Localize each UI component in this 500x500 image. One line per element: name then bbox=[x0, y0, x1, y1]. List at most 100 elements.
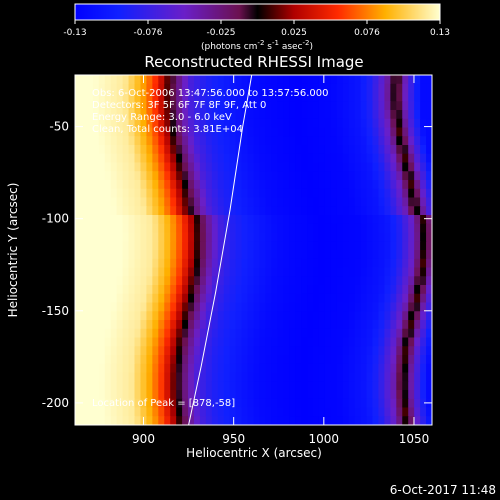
heatmap-cell bbox=[86, 153, 94, 164]
heatmap-cell bbox=[354, 346, 362, 356]
heatmap-cell bbox=[140, 153, 147, 164]
heatmap-cell bbox=[366, 328, 374, 339]
heatmap-cell bbox=[75, 293, 82, 304]
heatmap-cell bbox=[75, 188, 82, 199]
x-axis-label: Heliocentric X (arcsec) bbox=[186, 446, 322, 460]
heatmap-cell bbox=[265, 215, 272, 225]
heatmap-cell bbox=[199, 188, 207, 199]
heatmap-cell bbox=[223, 398, 231, 409]
heatmap-cell bbox=[253, 320, 261, 330]
heatmap-cell bbox=[176, 127, 183, 137]
heatmap-cell bbox=[194, 407, 201, 417]
heatmap-cell bbox=[414, 337, 421, 347]
heatmap-cell bbox=[330, 232, 338, 242]
heatmap-cell bbox=[414, 267, 421, 277]
heatmap-cell bbox=[354, 250, 362, 260]
heatmap-cell bbox=[283, 206, 290, 216]
heatmap-cell bbox=[372, 127, 380, 137]
heatmap-cell bbox=[408, 215, 415, 225]
heatmap-cell bbox=[247, 320, 255, 330]
heatmap-cell bbox=[354, 363, 362, 374]
heatmap-cell bbox=[235, 276, 243, 286]
heatmap-cell bbox=[170, 398, 177, 409]
heatmap-cell bbox=[384, 101, 391, 111]
heatmap-cell bbox=[253, 180, 261, 190]
heatmap-cell bbox=[223, 92, 231, 102]
heatmap-cell bbox=[140, 206, 147, 216]
heatmap-cell bbox=[170, 302, 177, 312]
heatmap-cell bbox=[324, 320, 332, 330]
heatmap-cell bbox=[283, 320, 290, 330]
heatmap-cell bbox=[211, 110, 219, 120]
heatmap-cell bbox=[223, 302, 231, 312]
heatmap-cell bbox=[342, 355, 350, 365]
heatmap-cell bbox=[348, 188, 356, 199]
heatmap-cell bbox=[75, 75, 82, 85]
heatmap-cell bbox=[366, 241, 374, 251]
heatmap-cell bbox=[289, 118, 296, 129]
heatmap-cell bbox=[241, 381, 249, 391]
heatmap-cell bbox=[271, 311, 278, 321]
heatmap-cell bbox=[146, 258, 153, 269]
heatmap-cell bbox=[372, 337, 380, 347]
heatmap-cell bbox=[134, 110, 142, 120]
heatmap-cell bbox=[98, 136, 106, 146]
heatmap-cell bbox=[199, 320, 207, 330]
heatmap-cell bbox=[229, 118, 237, 129]
heatmap-cell bbox=[313, 293, 320, 304]
heatmap-cell bbox=[402, 302, 409, 312]
heatmap-cell bbox=[146, 320, 153, 330]
heatmap-cell bbox=[80, 276, 88, 286]
heatmap-cell bbox=[116, 398, 124, 409]
heatmap-cell bbox=[408, 398, 415, 409]
heatmap-cell bbox=[235, 197, 243, 207]
heatmap-cell bbox=[158, 285, 165, 295]
heatmap-cell bbox=[277, 197, 284, 207]
heatmap-cell bbox=[330, 276, 338, 286]
heatmap-cell bbox=[235, 346, 243, 356]
heatmap-cell bbox=[241, 337, 249, 347]
heatmap-cell bbox=[384, 311, 391, 321]
heatmap-cell bbox=[247, 83, 255, 94]
heatmap-cell bbox=[146, 346, 153, 356]
heatmap-cell bbox=[116, 407, 124, 417]
heatmap-cell bbox=[301, 390, 308, 400]
heatmap-cell bbox=[283, 110, 290, 120]
heatmap-cell bbox=[247, 127, 255, 137]
heatmap-cell bbox=[152, 101, 159, 111]
heatmap-cell bbox=[223, 293, 231, 304]
heatmap-cell bbox=[140, 355, 147, 365]
heatmap-cell bbox=[283, 390, 290, 400]
heatmap-cell bbox=[247, 188, 255, 199]
heatmap-cell bbox=[199, 363, 207, 374]
heatmap-cell bbox=[188, 311, 195, 321]
heatmap-cell bbox=[164, 223, 171, 234]
heatmap-cell bbox=[384, 145, 391, 155]
heatmap-cell bbox=[283, 302, 290, 312]
heatmap-cell bbox=[384, 75, 391, 85]
heatmap-cell bbox=[342, 75, 350, 85]
heatmap-cell bbox=[122, 372, 130, 382]
heatmap-cell bbox=[366, 83, 374, 94]
heatmap-cell bbox=[307, 127, 314, 137]
heatmap-cell bbox=[211, 407, 219, 417]
heatmap-cell bbox=[342, 180, 350, 190]
heatmap-cell bbox=[324, 162, 332, 172]
heatmap-cell bbox=[396, 320, 403, 330]
heatmap-cell bbox=[313, 398, 320, 409]
heatmap-cell bbox=[336, 223, 344, 234]
heatmap-cell bbox=[158, 127, 165, 137]
heatmap-cell bbox=[408, 197, 415, 207]
heatmap-cell bbox=[366, 398, 374, 409]
heatmap-cell bbox=[205, 180, 213, 190]
heatmap-cell bbox=[360, 381, 368, 391]
heatmap-cell bbox=[188, 320, 195, 330]
heatmap-cell bbox=[342, 127, 350, 137]
heatmap-cell bbox=[336, 110, 344, 120]
heatmap-cell bbox=[211, 153, 219, 164]
heatmap-cell bbox=[384, 381, 391, 391]
heatmap-cell bbox=[420, 145, 427, 155]
heatmap-cell bbox=[277, 171, 284, 181]
heatmap-cell bbox=[128, 110, 136, 120]
heatmap-cell bbox=[390, 302, 397, 312]
